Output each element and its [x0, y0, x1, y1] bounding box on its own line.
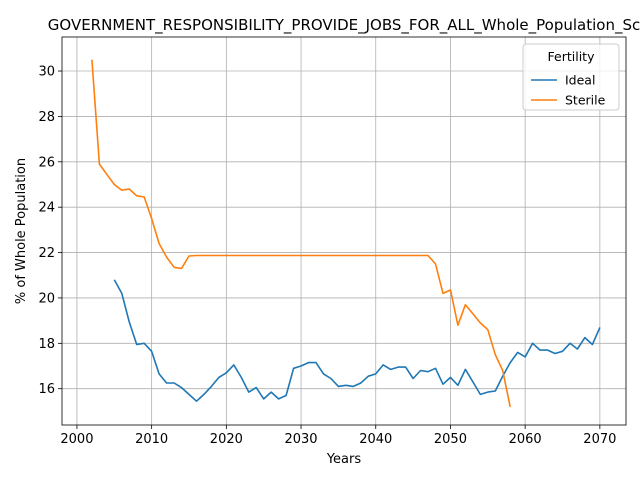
y-tick-label: 22 [38, 246, 55, 261]
grid-lines [62, 37, 626, 425]
legend-items: Ideal Sterile [531, 73, 606, 108]
chart-title: GOVERNMENT_RESPONSIBILITY_PROVIDE_JOBS_F… [48, 16, 640, 35]
x-tick-label: 2000 [60, 432, 93, 447]
plot-area-frame [61, 36, 627, 426]
legend: Fertility Ideal Sterile [522, 43, 620, 111]
x-tick-label: 2050 [434, 432, 467, 447]
x-tick-label: 2010 [135, 432, 168, 447]
axis-ticks: 2000 2010 2020 2030 2040 2050 2060 2070 16 18 20 22… [38, 65, 616, 447]
x-tick-label: 2060 [509, 432, 542, 447]
y-tick-label: 24 [38, 201, 55, 216]
x-tick-label: 2030 [284, 432, 317, 447]
x-tick-label: 2040 [359, 432, 392, 447]
legend-label-ideal: Ideal [565, 73, 595, 88]
series-lines [91, 59, 601, 407]
y-tick-label: 16 [38, 382, 55, 397]
legend-title: Fertility [548, 49, 596, 64]
series-line-ideal [113, 279, 601, 403]
series-line-sterile [91, 59, 511, 407]
x-tick-label: 2070 [583, 432, 616, 447]
x-tick-label: 2020 [210, 432, 243, 447]
y-axis-label: % of Whole Population [14, 158, 29, 304]
y-tick-label: 18 [38, 337, 55, 352]
legend-box [522, 43, 620, 111]
y-tick-label: 26 [38, 155, 55, 170]
y-tick-label: 30 [38, 65, 55, 80]
y-tick-label: 28 [38, 110, 55, 125]
y-tick-label: 20 [38, 291, 55, 306]
legend-label-sterile: Sterile [565, 93, 606, 108]
x-axis-label: Years [326, 452, 362, 467]
